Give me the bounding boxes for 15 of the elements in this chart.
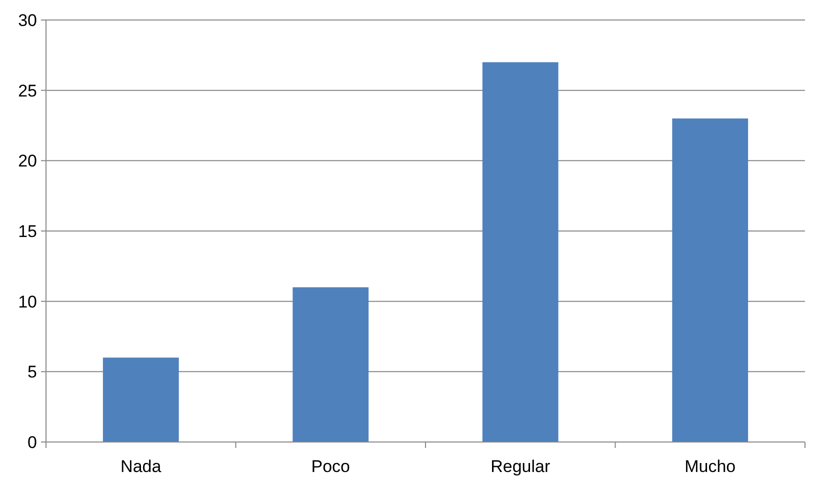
x-tick-label: Regular: [490, 457, 550, 476]
bar: [672, 118, 748, 442]
bar: [292, 287, 369, 442]
y-tick-label: 5: [28, 362, 37, 382]
bar: [102, 358, 179, 442]
y-tick-label: 0: [28, 432, 37, 452]
y-tick-label: 20: [18, 152, 37, 171]
x-tick-label: Poco: [311, 457, 350, 476]
y-tick-label: 10: [18, 292, 37, 312]
y-tick-label: 25: [18, 81, 37, 100]
bar: [482, 62, 558, 442]
x-tick-label: Mucho: [684, 457, 736, 476]
y-tick-label: 15: [18, 222, 37, 241]
y-tick-label: 30: [18, 10, 37, 30]
x-tick-label: Nada: [120, 457, 162, 476]
